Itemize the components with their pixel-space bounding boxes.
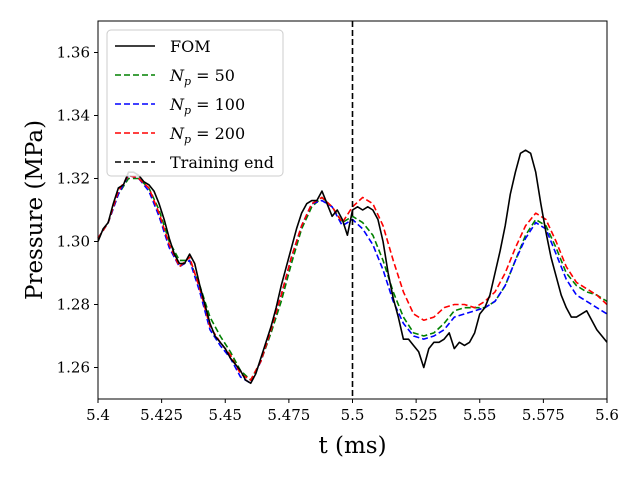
y-tick-label: 1.34 (57, 107, 90, 125)
x-tick-label: 5.475 (267, 406, 310, 424)
legend-label-np-50: Np = 50 (169, 66, 235, 88)
x-tick-label: 5.6 (595, 406, 619, 424)
x-tick-label: 5.525 (395, 406, 438, 424)
y-tick-label: 1.26 (57, 359, 90, 377)
legend: FOM Np = 50 Np = 100 Np = 200 Training end (106, 29, 284, 177)
legend-label-fom: FOM (170, 37, 211, 56)
x-tick-label: 5.5 (341, 406, 365, 424)
y-axis-label: Pressure (MPa) (22, 120, 48, 300)
x-tick-label: 5.425 (140, 406, 183, 424)
x-tick-label: 5.4 (86, 406, 110, 424)
legend-box (106, 29, 284, 177)
x-axis-label: t (ms) (318, 433, 386, 459)
y-tick-label: 1.36 (57, 44, 90, 62)
y-tick-label: 1.30 (57, 233, 90, 251)
series-line-np-50 (97, 177, 608, 381)
legend-label-np-200: Np = 200 (169, 124, 245, 146)
x-tick-label: 5.45 (209, 406, 242, 424)
x-axis-ticks: 5.4 5.425 5.45 5.475 5.5 5.525 5.55 5.575 5.6 (86, 399, 619, 424)
y-tick-label: 1.32 (57, 170, 90, 188)
y-axis-ticks: 1.26 1.28 1.30 1.32 1.34 1.36 (57, 44, 98, 377)
legend-label-np-100: Np = 100 (169, 95, 245, 117)
x-tick-label: 5.55 (463, 406, 496, 424)
x-tick-label: 5.575 (522, 406, 565, 424)
y-tick-label: 1.28 (57, 296, 90, 314)
legend-label-training-end: Training end (170, 153, 274, 172)
